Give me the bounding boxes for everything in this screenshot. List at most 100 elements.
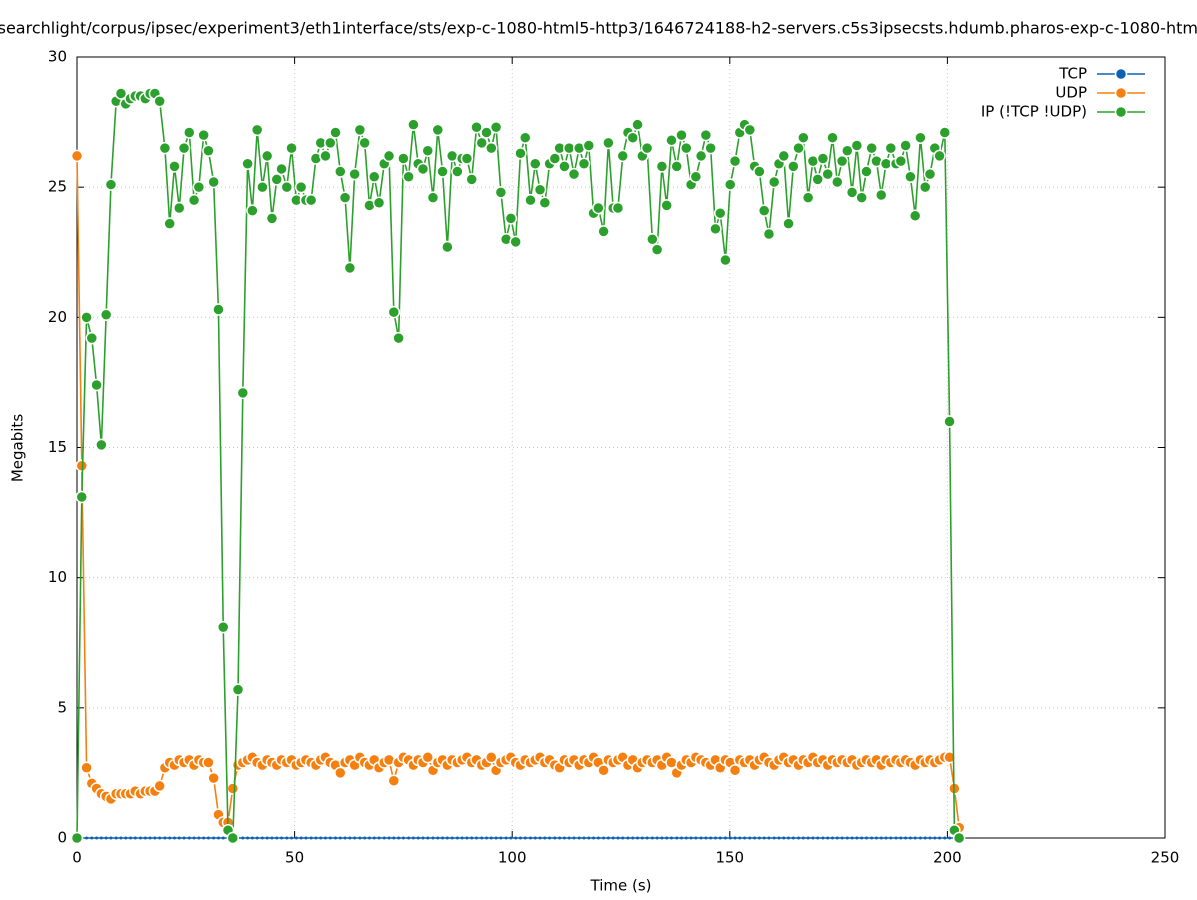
data-point (841, 144, 854, 157)
data-point (377, 836, 381, 840)
data-point (650, 243, 664, 256)
data-point (723, 178, 737, 191)
data-point (835, 836, 839, 840)
data-point (90, 378, 103, 392)
data-point (416, 836, 420, 840)
data-point (689, 170, 703, 184)
data-point (431, 123, 445, 137)
data-point (665, 756, 678, 769)
data-point (611, 836, 615, 840)
data-point (207, 175, 220, 189)
data-point (528, 836, 532, 840)
data-point (421, 751, 435, 764)
data-point (631, 118, 644, 131)
y-tick-label: 30 (48, 48, 67, 66)
data-point (431, 836, 435, 840)
data-point (928, 836, 932, 840)
data-point (256, 180, 269, 194)
data-point (899, 836, 903, 840)
data-point (392, 331, 405, 345)
data-point (290, 836, 294, 840)
data-point (865, 141, 878, 155)
data-point (943, 751, 956, 764)
data-point (567, 836, 571, 840)
data-point (597, 764, 610, 777)
data-point (499, 836, 503, 840)
data-point (343, 836, 347, 840)
data-point (348, 836, 352, 840)
data-point (713, 836, 717, 840)
data-point (85, 331, 99, 345)
data-point (543, 836, 547, 840)
data-point (236, 386, 250, 400)
data-point (680, 141, 693, 155)
data-point (323, 836, 327, 840)
data-point (587, 836, 591, 840)
data-point (104, 836, 108, 840)
data-point (397, 836, 401, 840)
data-point (338, 836, 342, 840)
data-point (445, 149, 459, 163)
data-point (845, 186, 859, 199)
data-point (943, 415, 956, 428)
x-axis-label: Time (s) (590, 877, 652, 895)
data-point (163, 836, 167, 840)
data-point (285, 141, 298, 155)
data-point (358, 836, 362, 840)
data-point (782, 836, 786, 840)
data-point (392, 836, 396, 840)
data-point (485, 751, 498, 764)
data-point (172, 836, 176, 840)
data-point (260, 836, 264, 840)
data-point (192, 180, 206, 194)
data-point (850, 139, 864, 152)
data-point (343, 261, 357, 275)
data-point (334, 165, 347, 178)
data-point (280, 180, 294, 194)
data-point (914, 131, 927, 144)
data-point (75, 490, 89, 504)
data-point (821, 836, 825, 840)
data-point (504, 212, 518, 225)
data-point (597, 225, 610, 238)
data-point (372, 836, 376, 840)
data-point (723, 836, 727, 840)
data-point (85, 836, 89, 840)
data-point (489, 121, 503, 134)
data-point (275, 162, 288, 176)
y-tick-label: 25 (48, 178, 67, 196)
data-point (241, 836, 245, 840)
data-point (645, 836, 649, 840)
data-point (148, 836, 152, 840)
data-point (699, 836, 703, 840)
data-point (480, 126, 493, 139)
data-point (806, 154, 820, 168)
data-point (95, 836, 99, 840)
data-point (655, 160, 669, 173)
data-point (168, 160, 181, 173)
data-point (646, 232, 659, 246)
y-tick-label: 15 (48, 438, 67, 456)
data-point (709, 836, 713, 840)
data-point (514, 147, 527, 160)
data-point (699, 128, 713, 142)
data-point (582, 139, 596, 152)
data-point (99, 836, 103, 840)
data-point (738, 836, 742, 840)
data-point (348, 167, 361, 181)
data-point (460, 836, 464, 840)
data-point (811, 836, 815, 840)
data-point (485, 836, 489, 840)
y-tick-label: 20 (48, 308, 67, 326)
legend-label: UDP (1055, 84, 1087, 102)
legend-marker (1114, 67, 1128, 81)
data-point (840, 836, 844, 840)
data-point (816, 152, 830, 165)
data-point (460, 152, 474, 165)
data-point (870, 836, 874, 840)
x-tick-label: 0 (72, 849, 82, 867)
data-point (324, 136, 337, 150)
data-point (265, 212, 279, 225)
data-point (451, 165, 464, 178)
